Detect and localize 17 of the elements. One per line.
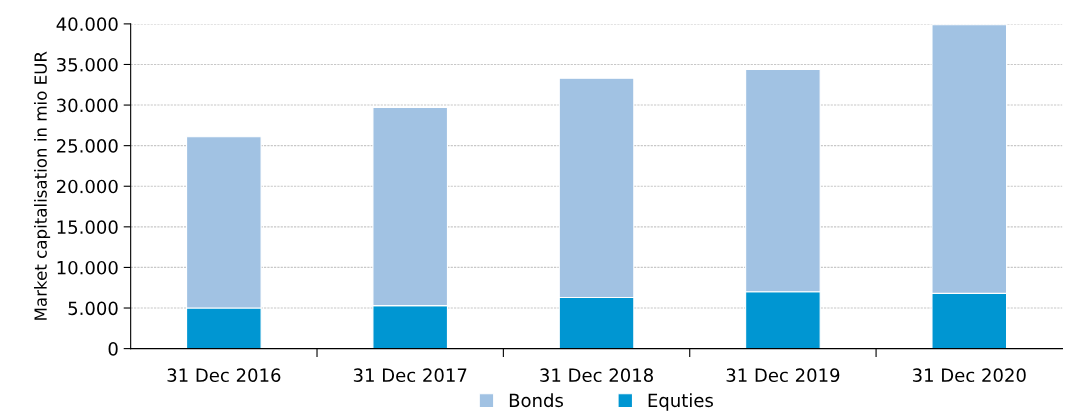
y-tick-label: 15.000	[57, 220, 118, 234]
y-axis-title: Market capitalisation in mio EUR	[33, 51, 51, 320]
legend-label: Equties	[648, 393, 713, 411]
x-tick-label: 31 Dec 2019	[726, 368, 840, 383]
x-tick-label: 31 Dec 2017	[353, 368, 467, 383]
y-tick-label: 35.000	[57, 57, 118, 72]
x-tick-label: 31 Dec 2016	[167, 368, 281, 383]
y-tick-label: 20.000	[57, 179, 118, 194]
x-tick-label: 31 Dec 2020	[912, 368, 1026, 383]
y-tick-label: 40.000	[56, 17, 118, 31]
y-tick-label: 10.000	[57, 260, 118, 275]
y-tick-label: 25.000	[57, 139, 118, 153]
y-tick-label: 5.000	[68, 301, 118, 316]
legend-label: Bonds	[509, 393, 563, 408]
x-tick-label: 31 Dec 2018	[540, 368, 653, 383]
y-tick-label: 0	[108, 342, 118, 356]
y-tick-label: 30.000	[57, 98, 118, 113]
